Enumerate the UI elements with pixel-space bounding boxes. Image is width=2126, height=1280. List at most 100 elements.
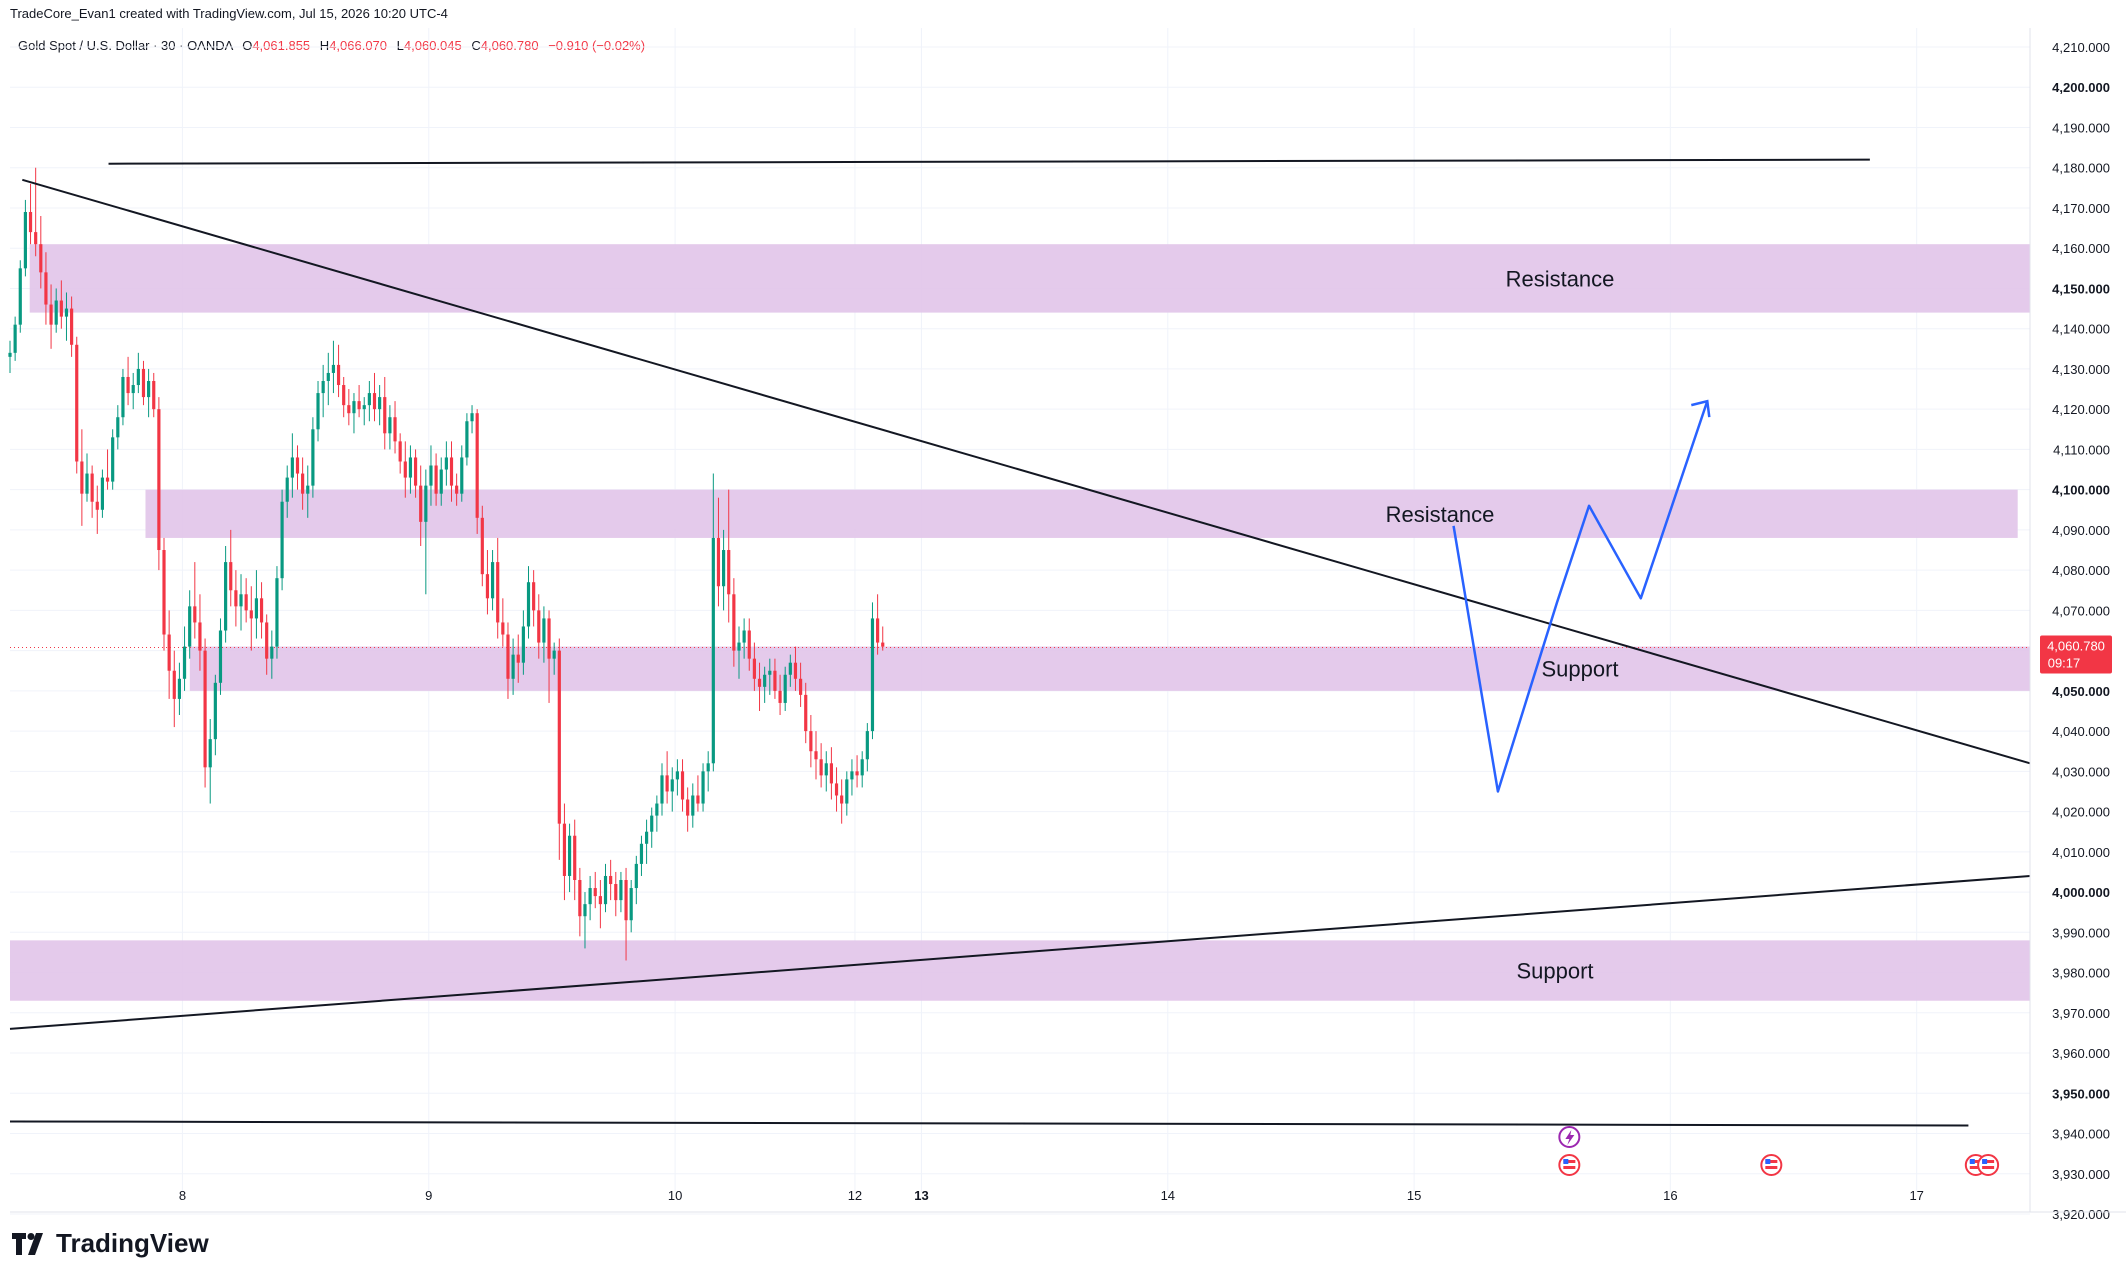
trendline-0: [22, 178, 2031, 765]
y-tick-label: 4,090.000: [2052, 523, 2110, 538]
candle-body: [193, 606, 197, 623]
candle-body: [393, 417, 397, 442]
candle-body: [408, 457, 413, 478]
y-tick-label: 4,080.000: [2052, 563, 2110, 578]
y-tick-label: 4,210.000: [2052, 40, 2110, 55]
x-tick-label: 10: [668, 1188, 682, 1203]
us-flag-stripe: [1969, 1160, 1982, 1163]
candle-body: [203, 650, 207, 768]
candle-body: [537, 610, 541, 643]
candle-body: [229, 562, 233, 591]
candle-body: [742, 630, 746, 643]
candle-body: [34, 232, 38, 245]
candle-body: [650, 815, 654, 832]
open-value: 4,061.855: [252, 38, 311, 53]
candle-body: [23, 211, 27, 269]
y-tick-label: 4,040.000: [2052, 724, 2110, 739]
candle-body: [147, 381, 151, 398]
candle-body: [783, 674, 787, 703]
tradingview-brand[interactable]: TradingView: [12, 1228, 209, 1259]
candle-body: [85, 473, 89, 494]
x-tick-label: 9: [425, 1188, 432, 1203]
candle-body: [49, 304, 53, 325]
candle-body: [285, 477, 289, 502]
candle-body: [701, 771, 705, 804]
candle-body: [413, 457, 418, 486]
candle-body: [470, 413, 474, 422]
candle-body: [752, 658, 756, 679]
candle-body: [70, 308, 74, 345]
candle-body: [583, 904, 587, 917]
candle-body: [696, 795, 700, 804]
candle-body: [357, 401, 361, 410]
candle-body: [598, 896, 602, 905]
candle-body: [532, 582, 536, 611]
close-label: C: [471, 38, 481, 53]
us-flag-icon: [1760, 1154, 1783, 1176]
x-tick-label: 14: [1161, 1188, 1175, 1203]
symbol-name[interactable]: Gold Spot / U.S. Dollar · 30 · OANDA: [18, 38, 233, 53]
zone-support-3: [10, 940, 2030, 1001]
candle-body: [444, 457, 448, 470]
y-tick-label: 4,180.000: [2052, 161, 2110, 176]
candle-body: [732, 594, 736, 651]
us-flag-stripe: [1563, 1166, 1576, 1169]
candle-body: [90, 473, 94, 502]
y-tick-label: 4,010.000: [2052, 845, 2110, 860]
zone-resistance-1: [145, 489, 2018, 538]
candle-body: [634, 863, 638, 889]
y-tick-label: 4,120.000: [2052, 402, 2110, 417]
candle-body: [326, 372, 330, 382]
trendline-3: [9, 1120, 1969, 1127]
candle-body: [506, 634, 510, 679]
candle-body: [814, 751, 818, 760]
candle-body: [352, 401, 356, 414]
candle-body: [840, 795, 844, 804]
candle-body: [383, 397, 387, 434]
trendline-2: [9, 874, 2031, 1030]
us-flag-icon: [1977, 1154, 2000, 1176]
candle-body: [567, 835, 572, 876]
candle-body: [224, 562, 228, 631]
candle-body: [722, 550, 726, 587]
candle-body: [54, 300, 58, 325]
candle-body: [819, 759, 823, 776]
candle-body: [455, 485, 459, 494]
candle-body: [301, 473, 305, 494]
candle-body: [270, 646, 274, 659]
candle-body: [639, 843, 644, 864]
candle-body: [603, 875, 608, 905]
high-value: 4,066.070: [329, 38, 388, 53]
brand-name: TradingView: [56, 1228, 209, 1258]
candle-body: [162, 550, 166, 635]
zone-label: Support: [1541, 657, 1618, 682]
candle-body: [475, 413, 479, 518]
projection-arrow-icon: [1690, 399, 1711, 418]
price-label-box: [2040, 635, 2112, 674]
candle-body: [573, 835, 577, 880]
x-tick-label: 12: [848, 1188, 862, 1203]
y-tick-label: 4,030.000: [2052, 764, 2110, 779]
candle-body: [336, 364, 341, 386]
us-flag-canton: [1765, 1159, 1771, 1164]
candle-body: [403, 461, 407, 478]
candle-body: [609, 875, 613, 885]
candle-body: [511, 654, 515, 679]
y-tick-label: 4,020.000: [2052, 805, 2110, 820]
us-flag-stripe: [1765, 1166, 1778, 1169]
us-flag-stripe: [1982, 1166, 1995, 1169]
candle-body: [542, 618, 546, 643]
trendline-1: [108, 158, 1870, 165]
candle-body: [167, 634, 171, 671]
zone-label: Resistance: [1506, 266, 1615, 291]
open-label: O: [242, 38, 253, 53]
us-flag-stripe: [1969, 1166, 1982, 1169]
candle-body: [126, 376, 130, 394]
candle-body: [172, 670, 176, 699]
candle-body: [321, 381, 325, 394]
candle-body: [290, 457, 294, 478]
candle-body: [876, 618, 880, 643]
candle-body: [629, 888, 633, 921]
candle-body: [95, 501, 99, 510]
